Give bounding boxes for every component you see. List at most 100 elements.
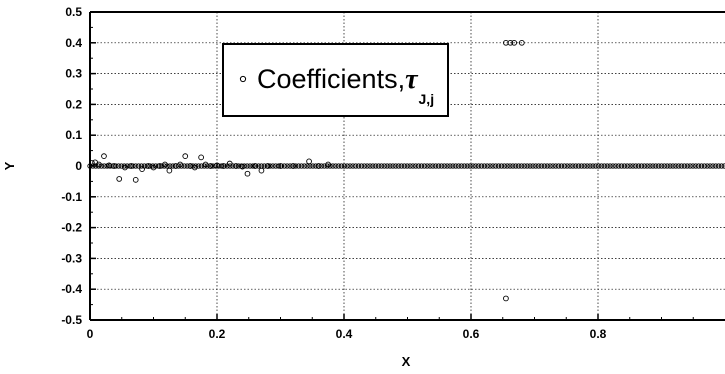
data-point	[635, 163, 642, 169]
data-point	[681, 163, 688, 169]
data-point	[401, 163, 407, 169]
x-tick-label: 0	[87, 327, 94, 341]
data-point	[684, 163, 690, 169]
data-point	[277, 163, 284, 169]
data-point	[475, 163, 482, 169]
data-point	[421, 163, 427, 169]
data-point	[510, 163, 516, 169]
data-point	[444, 163, 450, 169]
data-point	[504, 163, 510, 169]
data-point	[693, 163, 699, 169]
data-point	[664, 163, 670, 169]
y-tick-label: -0.3	[61, 251, 82, 265]
data-point	[239, 163, 246, 170]
data-point	[513, 163, 519, 169]
data-point	[447, 163, 453, 169]
data-point	[618, 163, 625, 169]
data-point	[407, 163, 413, 169]
y-tick-label: 0	[75, 159, 82, 173]
data-point	[535, 163, 542, 169]
data-point	[338, 163, 345, 169]
data-point	[521, 163, 527, 169]
data-point	[204, 163, 210, 169]
data-point	[344, 163, 350, 169]
data-point	[584, 163, 590, 169]
data-point	[361, 163, 367, 169]
data-point	[295, 163, 302, 169]
data-point	[655, 163, 662, 169]
data-point	[433, 163, 439, 169]
data-point	[201, 163, 207, 169]
data-point	[450, 163, 456, 169]
data-point	[306, 158, 312, 165]
data-point	[413, 163, 419, 169]
data-point	[384, 163, 390, 169]
data-point	[207, 163, 214, 169]
data-point	[202, 161, 209, 168]
data-point	[378, 163, 385, 169]
data-point	[261, 163, 267, 169]
data-point	[298, 163, 305, 169]
data-point	[470, 163, 476, 169]
data-point	[573, 163, 579, 169]
x-tick-label: 0.4	[336, 327, 353, 341]
data-point	[264, 163, 271, 169]
data-point	[116, 176, 123, 182]
data-point	[615, 163, 622, 169]
data-point	[670, 163, 676, 169]
y-axis-label: Y	[2, 161, 17, 170]
data-point	[128, 163, 135, 169]
y-tick-label: 0.3	[65, 67, 82, 81]
data-point	[175, 163, 182, 169]
data-point	[333, 163, 339, 169]
data-point	[633, 163, 639, 169]
data-point	[707, 163, 713, 169]
data-point	[453, 163, 459, 169]
data-point	[373, 163, 379, 169]
data-point	[544, 163, 550, 169]
data-point	[89, 160, 95, 166]
data-point	[590, 163, 596, 169]
data-point	[191, 164, 198, 171]
data-point	[515, 163, 522, 169]
data-point	[578, 163, 585, 169]
data-point	[347, 163, 353, 169]
data-point	[564, 163, 570, 169]
data-point	[424, 163, 430, 169]
data-point	[653, 163, 659, 169]
data-point	[111, 163, 117, 169]
x-tick-label: 0.6	[463, 327, 480, 341]
data-point	[487, 163, 493, 169]
data-point	[647, 163, 653, 169]
data-point	[581, 163, 587, 169]
data-point	[484, 163, 490, 169]
data-point	[455, 163, 462, 169]
data-point	[315, 163, 322, 169]
data-point	[518, 163, 525, 169]
data-point	[598, 163, 605, 169]
data-point	[118, 163, 125, 169]
data-point	[287, 163, 293, 169]
data-point	[490, 163, 496, 169]
data-point	[258, 167, 265, 174]
data-point	[493, 163, 499, 169]
data-point	[621, 163, 628, 169]
data-point	[415, 163, 422, 169]
data-point	[698, 163, 705, 169]
data-point	[495, 163, 502, 169]
data-point	[404, 163, 410, 169]
data-point	[367, 163, 373, 169]
data-point	[675, 163, 682, 169]
data-point	[438, 163, 445, 169]
data-point	[318, 163, 325, 169]
data-point	[233, 163, 239, 169]
data-point	[418, 163, 425, 169]
data-point	[638, 163, 645, 169]
data-point	[587, 163, 593, 169]
data-point	[461, 163, 467, 169]
data-points	[87, 39, 725, 302]
data-point	[93, 163, 99, 169]
data-point	[713, 163, 719, 169]
data-point	[107, 163, 113, 169]
